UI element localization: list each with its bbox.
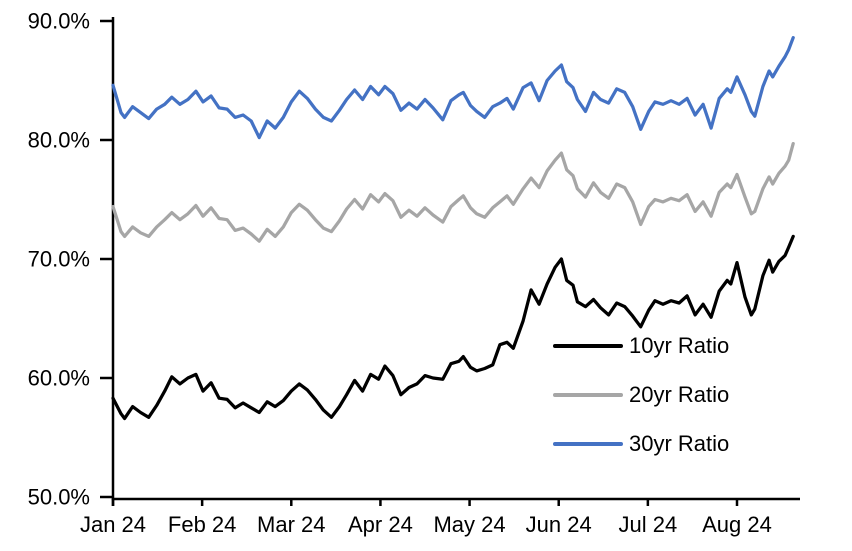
legend-line-30yr-icon xyxy=(553,442,623,446)
legend-label-20yr: 20yr Ratio xyxy=(629,382,730,407)
series-line-20yr xyxy=(111,141,795,243)
legend-item-10yr: 10yr Ratio xyxy=(553,333,729,359)
legend-item-30yr: 30yr Ratio xyxy=(553,431,729,457)
x-tick-label: Jan 24 xyxy=(80,512,146,537)
x-tick-label: Feb 24 xyxy=(168,512,237,537)
legend-label-10yr: 10yr Ratio xyxy=(629,333,730,358)
series-line-10yr xyxy=(111,234,795,421)
series-lines xyxy=(111,36,795,421)
axis-ticks xyxy=(100,19,739,506)
legend-line-20yr-icon xyxy=(553,393,623,397)
axes xyxy=(111,17,800,506)
legend-line-10yr-icon xyxy=(553,344,623,348)
y-tick-label: 70.0% xyxy=(28,247,90,272)
y-tick-label: 60.0% xyxy=(28,366,90,391)
series-line-30yr xyxy=(111,36,795,140)
legend-label-30yr: 30yr Ratio xyxy=(629,431,730,456)
y-tick-label: 90.0% xyxy=(28,9,90,34)
legend-item-20yr: 20yr Ratio xyxy=(553,382,729,408)
x-tick-label: Aug 24 xyxy=(702,512,772,537)
axis-labels: 90.0% 80.0% 70.0% 60.0% 50.0%Jan 24 Feb 24 Mar… xyxy=(28,9,772,538)
y-tick-label: 80.0% xyxy=(28,128,90,153)
x-tick-label: May 24 xyxy=(433,512,505,537)
x-tick-label: Mar 24 xyxy=(257,512,325,537)
legend: 10yr Ratio 20yr Ratio 30yr Ratio xyxy=(553,333,729,480)
x-tick-label: Jul 24 xyxy=(618,512,677,537)
y-tick-label: 50.0% xyxy=(28,485,90,510)
x-tick-label: Apr 24 xyxy=(348,512,413,537)
x-tick-label: Jun 24 xyxy=(526,512,592,537)
